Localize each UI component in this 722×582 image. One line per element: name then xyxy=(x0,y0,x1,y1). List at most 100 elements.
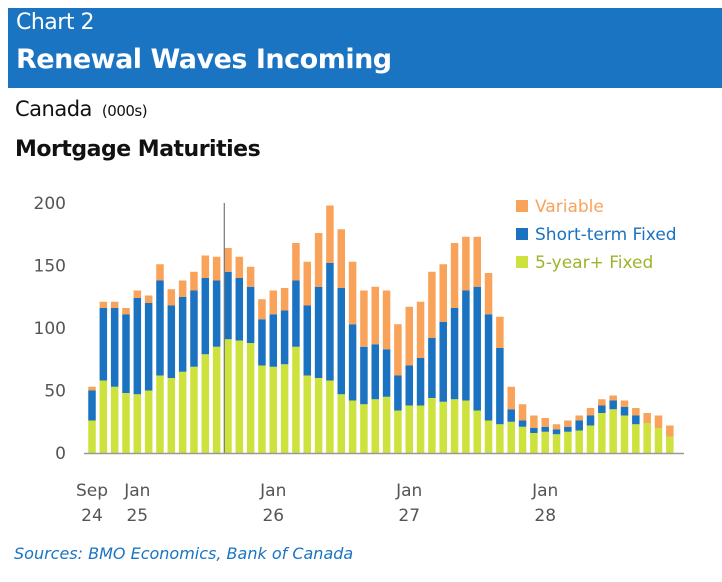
y-tick-label: 100 xyxy=(34,319,66,339)
bar-segment-variable xyxy=(156,264,164,281)
bar-segment-short-term-fixed xyxy=(416,358,425,406)
bar-segment-5-year-fixed xyxy=(564,431,572,453)
bar-segment-short-term-fixed xyxy=(269,314,278,367)
bar-segment-short-term-fixed xyxy=(541,426,549,432)
y-tick-label: 50 xyxy=(44,382,66,402)
bar-segment-short-term-fixed xyxy=(178,296,187,372)
bar-segment-variable xyxy=(382,290,391,350)
bar-segment-short-term-fixed xyxy=(428,338,436,398)
bar-segment-5-year-fixed xyxy=(99,380,108,453)
bar-segment-short-term-fixed xyxy=(405,365,413,406)
bar-segment-short-term-fixed xyxy=(496,348,504,425)
geography: Canada xyxy=(15,97,92,121)
bar-segment-short-term-fixed xyxy=(462,290,470,401)
bar-segment-5-year-fixed xyxy=(586,425,595,453)
bar-segment-short-term-fixed xyxy=(518,420,527,427)
source-note: Sources: BMO Economics, Bank of Canada xyxy=(14,544,354,563)
x-tick-month: Jan xyxy=(123,481,150,501)
bar-segment-5-year-fixed xyxy=(382,396,391,453)
bar-segment-5-year-fixed xyxy=(530,433,538,453)
bar-segment-5-year-fixed xyxy=(190,366,198,453)
bar-segment-short-term-fixed xyxy=(88,390,96,421)
bar-segment-variable xyxy=(303,261,312,306)
bar-segment-short-term-fixed xyxy=(292,280,300,347)
bar-segment-5-year-fixed xyxy=(314,378,323,453)
bar-segment-5-year-fixed xyxy=(246,343,255,453)
bar-segment-variable xyxy=(462,236,470,291)
legend-label: Short-term Fixed xyxy=(535,225,677,245)
bar-segment-variable xyxy=(416,301,425,358)
bar-segment-variable xyxy=(348,261,357,325)
bar-segment-5-year-fixed xyxy=(303,375,312,453)
bar-segment-variable xyxy=(88,386,96,391)
bar-segment-short-term-fixed xyxy=(575,420,583,431)
bar-segment-5-year-fixed xyxy=(348,400,357,453)
bar-segment-5-year-fixed xyxy=(224,339,232,453)
bar-segment-5-year-fixed xyxy=(133,394,142,453)
bar-segment-short-term-fixed xyxy=(156,280,164,376)
x-tick-year: 25 xyxy=(126,506,148,526)
chart-number: Chart 2 xyxy=(16,10,94,35)
unit-label: (000s) xyxy=(101,102,148,120)
bar-segment-variable xyxy=(269,290,278,315)
bar-segment-5-year-fixed xyxy=(201,354,210,453)
header-band: Chart 2 Renewal Waves Incoming xyxy=(8,8,722,88)
bar-segment-short-term-fixed xyxy=(564,426,572,432)
bar-segment-5-year-fixed xyxy=(167,378,176,453)
x-tick-month: Jan xyxy=(395,481,422,501)
bar-segment-short-term-fixed xyxy=(190,290,198,367)
bar-segment-5-year-fixed xyxy=(428,398,436,453)
bar-segment-variable xyxy=(484,273,493,315)
bar-segment-5-year-fixed xyxy=(122,393,130,453)
bar-segment-variable xyxy=(224,248,232,272)
bar-segment-variable xyxy=(518,404,527,421)
bar-segment-5-year-fixed xyxy=(156,375,164,453)
bar-segment-variable xyxy=(439,264,447,322)
bar-segment-short-term-fixed xyxy=(371,344,379,400)
bar-segment-5-year-fixed xyxy=(507,421,515,453)
bar-segment-short-term-fixed xyxy=(530,428,538,433)
bar-segment-5-year-fixed xyxy=(371,399,379,453)
legend-label: 5-year+ Fixed xyxy=(535,253,653,273)
bar-segment-variable xyxy=(450,243,459,308)
bar-segment-short-term-fixed xyxy=(632,415,640,425)
bar-segment-5-year-fixed xyxy=(258,365,266,453)
x-tick-month: Jan xyxy=(531,481,558,501)
bar-segment-variable xyxy=(598,399,606,406)
bar-segment-5-year-fixed xyxy=(394,410,402,453)
y-tick-label: 0 xyxy=(55,444,66,464)
bar-segment-variable xyxy=(133,290,142,298)
x-tick-year: 28 xyxy=(534,506,556,526)
bar-segment-variable xyxy=(666,425,674,437)
bar-segment-5-year-fixed xyxy=(654,428,663,453)
bar-segment-short-term-fixed xyxy=(246,286,255,343)
bar-segment-5-year-fixed xyxy=(235,340,244,453)
legend-swatch xyxy=(516,200,528,212)
bar-segment-5-year-fixed xyxy=(360,404,368,453)
bar-segment-variable xyxy=(167,289,176,306)
bar-segment-short-term-fixed xyxy=(201,278,210,355)
bar-segment-variable xyxy=(212,256,221,281)
bar-segment-5-year-fixed xyxy=(666,436,674,453)
bar-segment-variable xyxy=(110,301,119,308)
bar-segment-short-term-fixed xyxy=(552,429,561,435)
bar-segment-variable xyxy=(178,280,187,297)
bar-segment-5-year-fixed xyxy=(541,431,549,453)
bar-segment-variable xyxy=(405,306,413,366)
bar-segment-variable xyxy=(292,243,300,281)
bar-segment-5-year-fixed xyxy=(450,399,459,453)
y-tick-label: 200 xyxy=(34,194,66,214)
bar-segment-short-term-fixed xyxy=(133,298,142,395)
bar-segment-short-term-fixed xyxy=(314,286,323,378)
x-tick-year: 24 xyxy=(81,506,103,526)
bar-segment-5-year-fixed xyxy=(473,410,481,453)
x-tick-year: 27 xyxy=(398,506,420,526)
bar-segment-5-year-fixed xyxy=(518,426,527,453)
bar-segment-short-term-fixed xyxy=(167,305,176,378)
bar-segment-short-term-fixed xyxy=(326,263,334,381)
bar-segment-short-term-fixed xyxy=(224,271,232,340)
bar-segment-variable xyxy=(609,395,617,401)
x-tick-month: Sep xyxy=(76,481,108,501)
bar-segment-5-year-fixed xyxy=(496,424,504,453)
bar-segment-short-term-fixed xyxy=(122,314,130,393)
